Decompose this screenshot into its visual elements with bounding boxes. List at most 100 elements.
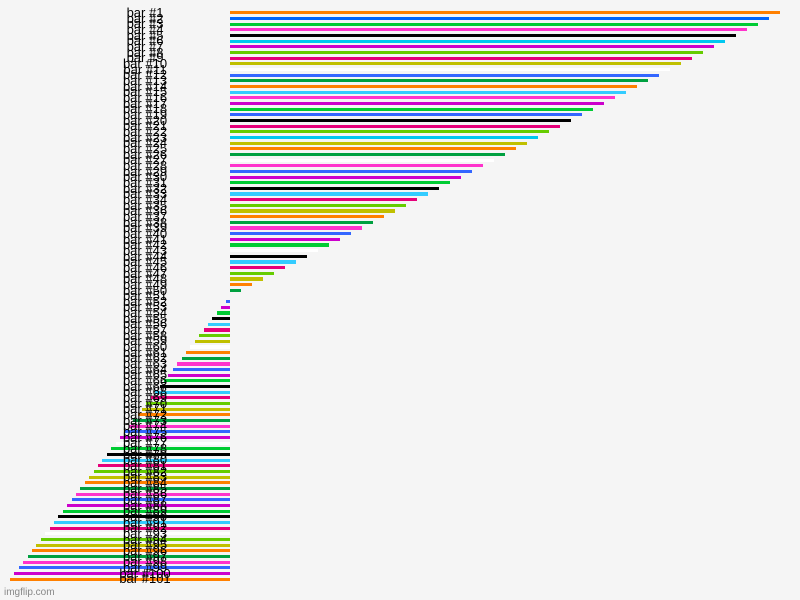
bar	[164, 379, 230, 382]
bar	[230, 68, 670, 71]
bar	[226, 300, 230, 303]
bar	[133, 419, 230, 422]
bar	[221, 306, 230, 309]
bar	[146, 402, 230, 405]
bar	[120, 436, 230, 439]
bar	[230, 17, 769, 20]
bar	[98, 464, 230, 467]
bar	[230, 23, 758, 26]
bar	[160, 385, 230, 388]
bar	[230, 153, 505, 156]
bar	[230, 215, 384, 218]
bar	[41, 538, 230, 541]
bar	[230, 277, 263, 280]
bar	[230, 91, 626, 94]
bar	[230, 198, 417, 201]
bar	[230, 283, 252, 286]
bar	[230, 130, 549, 133]
bar	[138, 413, 230, 416]
bar	[10, 578, 230, 581]
bar	[230, 289, 241, 292]
bar	[230, 102, 604, 105]
bar	[230, 226, 362, 229]
bar	[142, 408, 230, 411]
bar-row: bar #101	[0, 576, 800, 582]
bar	[94, 470, 230, 473]
bar	[230, 62, 681, 65]
bar	[230, 159, 494, 162]
bar	[217, 311, 230, 314]
bar	[212, 317, 230, 320]
bar	[204, 328, 230, 331]
bar	[230, 147, 516, 150]
bar	[186, 351, 230, 354]
bar	[19, 566, 230, 569]
bar	[14, 572, 230, 575]
bar	[230, 119, 571, 122]
bar-chart: bar #1bar #2bar #3bar #4bar #5bar #6bar …	[0, 0, 800, 600]
bar	[230, 255, 307, 258]
bar	[173, 368, 230, 371]
bar	[230, 260, 296, 263]
bar	[168, 374, 230, 377]
bar	[199, 334, 230, 337]
bar	[230, 125, 560, 128]
bar	[107, 453, 230, 456]
bar	[230, 187, 439, 190]
bar	[190, 345, 230, 348]
bar	[195, 340, 230, 343]
bar	[116, 442, 230, 445]
bar	[230, 79, 648, 82]
bar	[230, 238, 340, 241]
bar	[28, 555, 230, 558]
bar	[85, 481, 230, 484]
bar	[230, 266, 285, 269]
bar	[230, 108, 593, 111]
bar	[230, 51, 703, 54]
bar	[32, 549, 230, 552]
bar	[89, 476, 230, 479]
bar	[230, 243, 329, 246]
bar	[23, 561, 230, 564]
bar	[36, 544, 230, 547]
bar	[80, 487, 230, 490]
bar	[50, 527, 230, 530]
bar	[230, 96, 615, 99]
bar	[230, 136, 538, 139]
bar	[230, 170, 472, 173]
bar	[230, 181, 450, 184]
bar	[208, 323, 230, 326]
bar	[124, 430, 230, 433]
bar	[129, 425, 230, 428]
bar	[102, 459, 230, 462]
bar	[155, 391, 230, 394]
bar	[230, 232, 351, 235]
bar	[182, 357, 230, 360]
bar	[230, 74, 659, 77]
bar	[230, 249, 318, 252]
bar	[230, 57, 692, 60]
bar	[76, 493, 230, 496]
bar	[151, 396, 230, 399]
bar	[111, 447, 230, 450]
bar	[230, 85, 637, 88]
bar	[230, 142, 527, 145]
bar	[58, 515, 230, 518]
bar	[230, 192, 428, 195]
bar	[230, 45, 714, 48]
bar	[230, 40, 725, 43]
bar	[230, 272, 274, 275]
bar	[230, 164, 483, 167]
bar	[177, 362, 230, 365]
bar	[63, 510, 230, 513]
bar	[72, 498, 230, 501]
bar	[45, 532, 230, 535]
bar	[230, 28, 747, 31]
bar	[230, 113, 582, 116]
bar	[230, 176, 461, 179]
bar	[230, 34, 736, 37]
bar	[230, 209, 395, 212]
bar	[54, 521, 230, 524]
bar	[230, 204, 406, 207]
bar	[67, 504, 230, 507]
